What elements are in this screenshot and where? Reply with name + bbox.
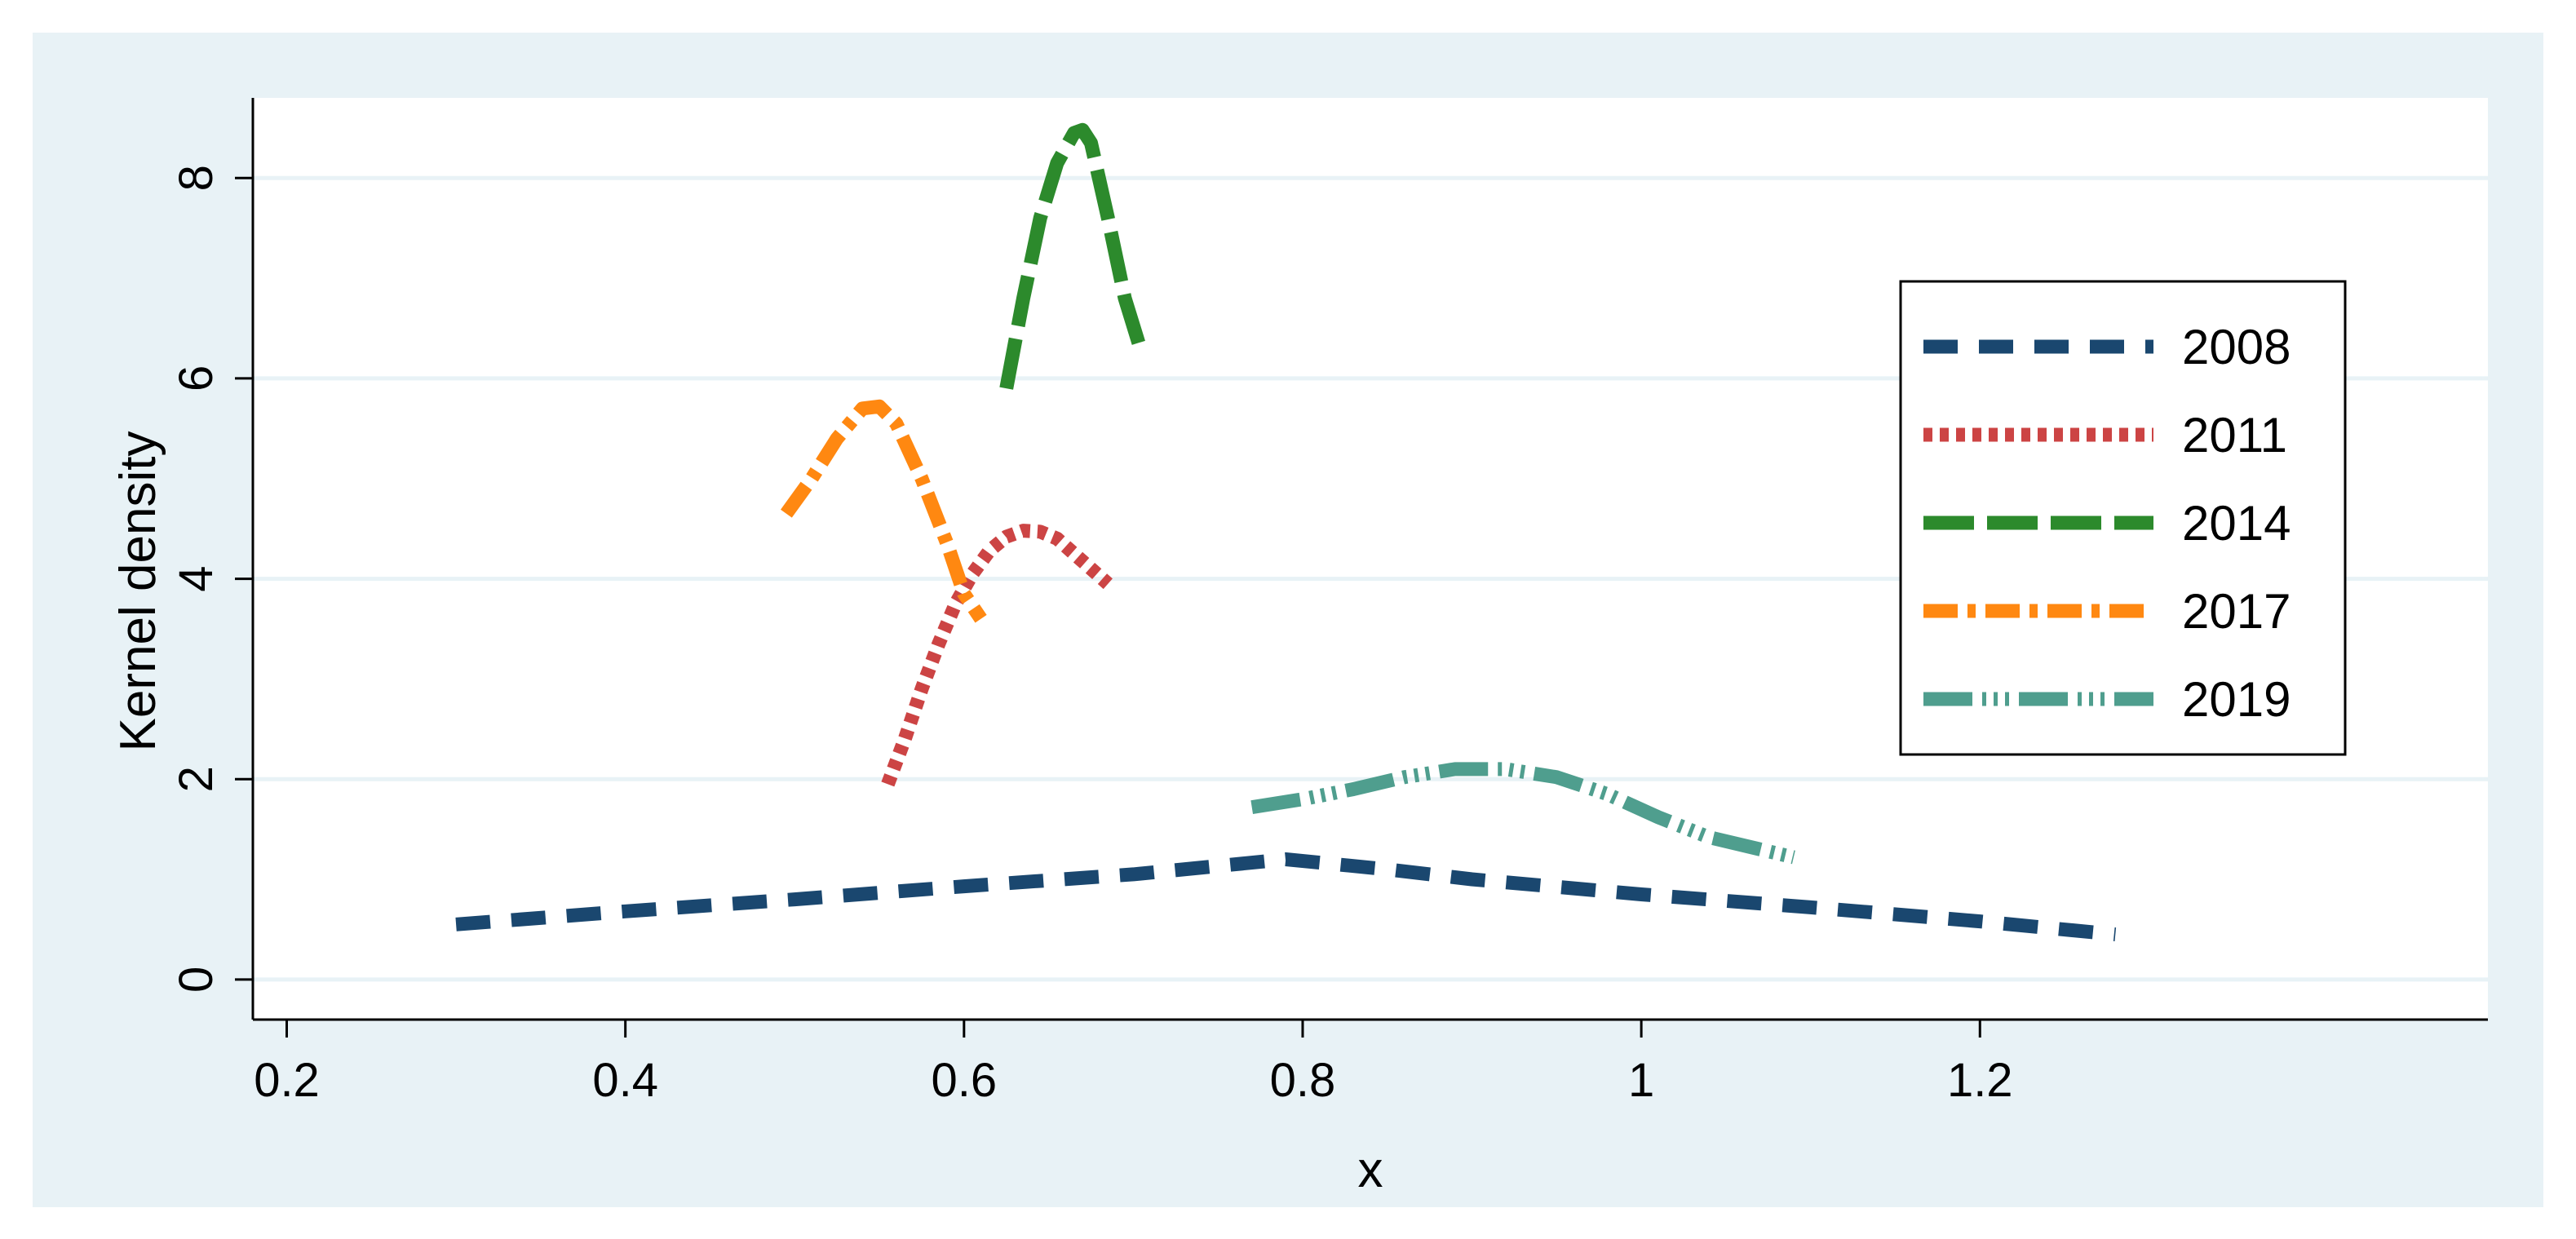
- legend-label-2019: 2019: [2182, 672, 2291, 727]
- y-tick-label-2: 4: [170, 565, 223, 591]
- legend-label-2014: 2014: [2182, 496, 2291, 551]
- series-line-2017: [781, 399, 987, 623]
- y-tick-label-3: 6: [170, 365, 223, 392]
- x-axis-title: x: [1358, 1142, 1383, 1198]
- x-ticks: 0.2 0.4 0.6 0.8 1 1.2: [254, 1020, 2013, 1107]
- legend: 2008 2011 2014 2017 2019: [1899, 280, 2347, 756]
- x-tick-label-2: 0.6: [931, 1054, 997, 1107]
- x-tick-label-4: 1: [1628, 1054, 1654, 1107]
- x-tick-label-0: 0.2: [254, 1054, 320, 1107]
- series-line-2011: [881, 524, 1113, 787]
- y-tick-label-0: 0: [170, 967, 223, 993]
- y-ticks: 0 2 4 6 8: [170, 165, 253, 993]
- x-tick-label-1: 0.4: [592, 1054, 658, 1107]
- x-tick-label-3: 0.8: [1270, 1054, 1336, 1107]
- series-lines: [455, 122, 2117, 942]
- y-tick-label-1: 2: [170, 766, 223, 792]
- series-line-2019: [1250, 762, 1795, 865]
- legend-label-2008: 2008: [2182, 320, 2291, 374]
- legend-label-2017: 2017: [2182, 584, 2291, 639]
- y-axis-title: Kernel density: [110, 431, 166, 752]
- series-line-2014: [999, 122, 1149, 390]
- y-tick-label-4: 8: [170, 165, 223, 191]
- x-tick-label-5: 1.2: [1947, 1054, 2013, 1107]
- series-line-2008: [455, 852, 2117, 942]
- legend-label-2011: 2011: [2182, 408, 2287, 462]
